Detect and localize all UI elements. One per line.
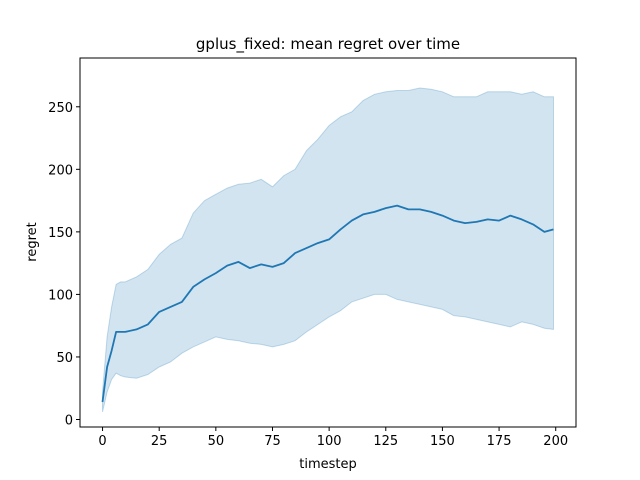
x-tick-label: 125	[373, 434, 398, 449]
x-tick-label: 0	[98, 434, 106, 449]
x-tick-label: 25	[151, 434, 168, 449]
y-tick-label: 200	[48, 163, 73, 178]
x-axis-label: timestep	[299, 457, 357, 472]
y-tick-label: 250	[48, 101, 73, 116]
confidence-band	[102, 87, 554, 413]
y-tick-label: 0	[65, 413, 73, 428]
y-tick-label: 100	[48, 288, 73, 303]
y-axis-label: regret	[25, 222, 40, 261]
x-axis-ticks: 0 25 50 75 100 125 150 175 200	[98, 427, 568, 449]
x-tick-label: 50	[208, 434, 225, 449]
x-tick-label: 150	[430, 434, 455, 449]
mean-regret-line	[101, 204, 554, 403]
chart-title: gplus_fixed: mean regret over time	[196, 35, 460, 54]
plot-area	[101, 87, 554, 413]
x-tick-label: 75	[264, 434, 281, 449]
x-tick-label: 100	[317, 434, 342, 449]
y-tick-label: 50	[56, 351, 73, 366]
y-axis-ticks: 0 50 100 150 200 250	[48, 101, 80, 428]
x-tick-label: 200	[543, 434, 568, 449]
x-tick-label: 175	[487, 434, 512, 449]
y-tick-label: 150	[48, 226, 73, 241]
axes-frame	[79, 57, 577, 428]
